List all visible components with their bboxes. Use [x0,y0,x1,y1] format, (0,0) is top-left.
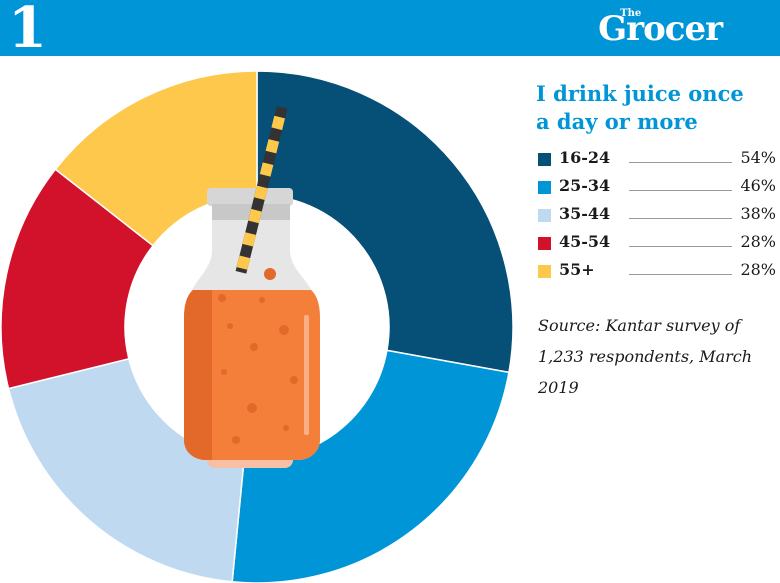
legend-rule [629,274,732,275]
donut-slice-55-plus [54,70,258,247]
legend-item-16-24: 16-24 54% [538,147,778,175]
brand-logo: The Grocer [598,4,723,54]
donut-slice-16-24 [256,70,514,374]
chart-title-line-2: a day or more [536,109,698,134]
legend-rule [629,190,732,191]
legend-value-16-24: 54% [740,148,776,167]
legend-label-25-34: 25-34 [559,176,611,195]
legend-value-35-44: 38% [740,204,776,223]
legend-swatch-35-44 [538,209,551,222]
legend-rule [629,246,732,247]
legend-item-45-54: 45-54 28% [538,231,778,259]
juice-bottle-icon [184,106,320,468]
donut-slice-45-54 [0,168,155,390]
source-note: Source: Kantar survey of 1,233 responden… [538,316,753,397]
legend-label-55-plus: 55+ [559,260,595,279]
donut-slices [0,70,514,583]
brand-name: Grocer [598,9,723,49]
legend-swatch-16-24 [538,153,551,166]
legend-rule [629,218,732,219]
legend-item-35-44: 35-44 38% [538,203,778,231]
legend-label-35-44: 35-44 [559,204,611,223]
brand-small-text: The [620,8,642,19]
donut-chart [0,70,514,583]
legend-value-45-54: 28% [740,232,776,251]
legend-rule [629,162,732,163]
chart-title-line-1: I drink juice once [536,81,744,106]
chart-title: I drink juice once a day or more [536,80,776,136]
legend-swatch-55-plus [538,265,551,278]
legend-label-16-24: 16-24 [559,148,611,167]
legend-value-25-34: 46% [740,176,776,195]
legend-swatch-25-34 [538,181,551,194]
legend-item-25-34: 25-34 46% [538,175,778,203]
legend-item-55-plus: 55+ 28% [538,259,778,287]
header-bar: 1 The Grocer [0,0,780,60]
legend-swatch-45-54 [538,237,551,250]
chart-number: 1 [8,0,47,61]
legend-label-45-54: 45-54 [559,232,611,251]
legend: 16-24 54% 25-34 46% 35-44 38% 45-54 28% … [538,147,778,287]
legend-value-55-plus: 28% [740,260,776,279]
